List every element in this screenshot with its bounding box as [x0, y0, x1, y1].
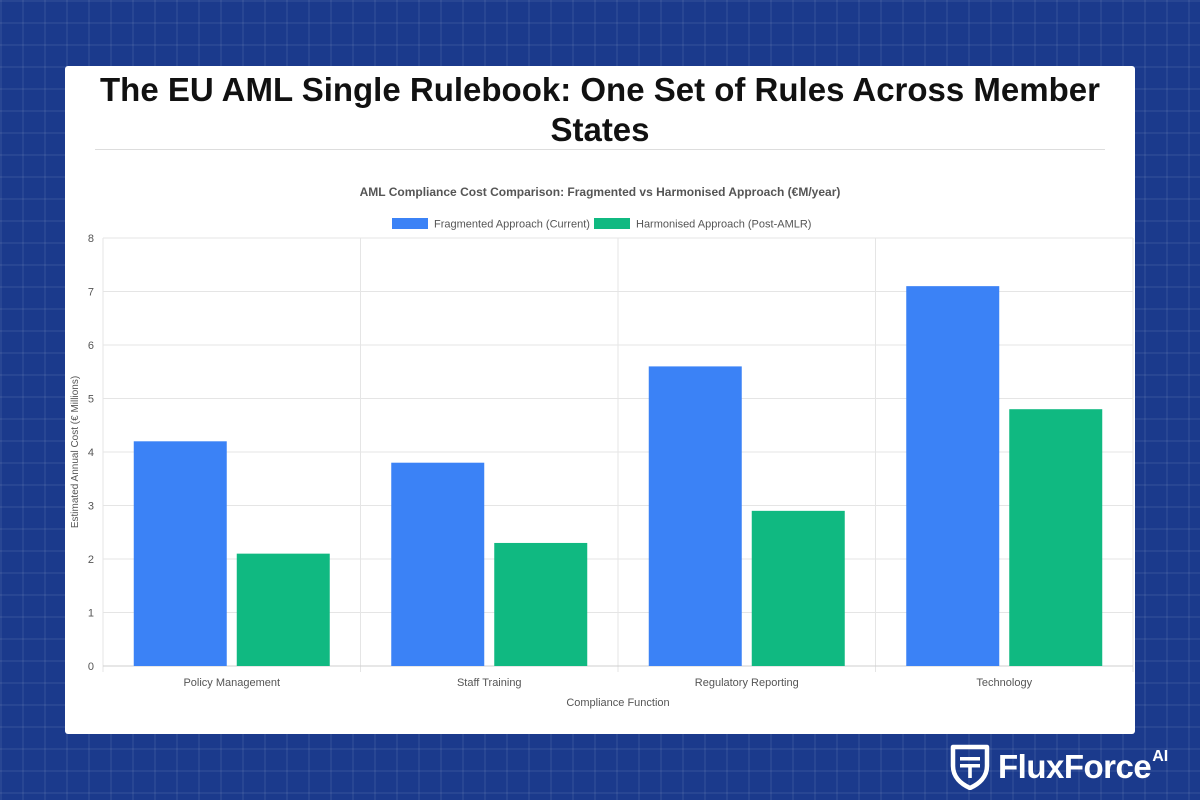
bar-fragmented — [391, 462, 485, 666]
brand-suffix: AI — [1152, 748, 1169, 765]
y-tick-label: 6 — [88, 340, 94, 352]
bar-fragmented — [648, 366, 742, 666]
bar-fragmented — [133, 441, 227, 666]
x-tick-label: Regulatory Reporting — [695, 677, 799, 689]
chart-title: AML Compliance Cost Comparison: Fragment… — [360, 185, 841, 199]
legend-swatch-1 — [594, 218, 630, 229]
brand: FluxForce AI — [950, 742, 1168, 792]
x-axis-title: Compliance Function — [566, 697, 669, 709]
y-tick-label: 2 — [88, 554, 94, 566]
x-tick-label: Staff Training — [457, 677, 522, 689]
bar-harmonised — [751, 510, 845, 666]
y-tick-label: 1 — [88, 608, 94, 620]
legend-label-1: Harmonised Approach (Post-AMLR) — [636, 219, 811, 231]
bar-harmonised — [236, 553, 330, 666]
y-tick-label: 8 — [88, 233, 94, 245]
y-tick-label: 7 — [88, 287, 94, 299]
y-tick-label: 5 — [88, 394, 94, 406]
y-axis-title: Estimated Annual Cost (€ Millions) — [70, 376, 81, 528]
y-tick-label: 3 — [88, 501, 94, 513]
bar-harmonised — [494, 542, 588, 666]
title-divider — [95, 149, 1105, 150]
legend-swatch-0 — [392, 218, 428, 229]
brand-name: FluxForce — [998, 748, 1152, 785]
page-title: The EU AML Single Rulebook: One Set of R… — [100, 71, 1100, 148]
bar-fragmented — [906, 286, 1000, 666]
x-tick-label: Policy Management — [183, 677, 280, 689]
x-tick-label: Technology — [976, 677, 1032, 689]
shield-logo-icon — [950, 744, 990, 790]
bar-chart: AML Compliance Cost Comparison: Fragment… — [70, 185, 1134, 709]
y-tick-label: 4 — [88, 447, 94, 459]
bar-harmonised — [1009, 409, 1103, 666]
y-tick-label: 0 — [88, 661, 94, 673]
legend-label-0: Fragmented Approach (Current) — [434, 219, 590, 231]
chart-card: The EU AML Single Rulebook: One Set of R… — [65, 66, 1135, 734]
